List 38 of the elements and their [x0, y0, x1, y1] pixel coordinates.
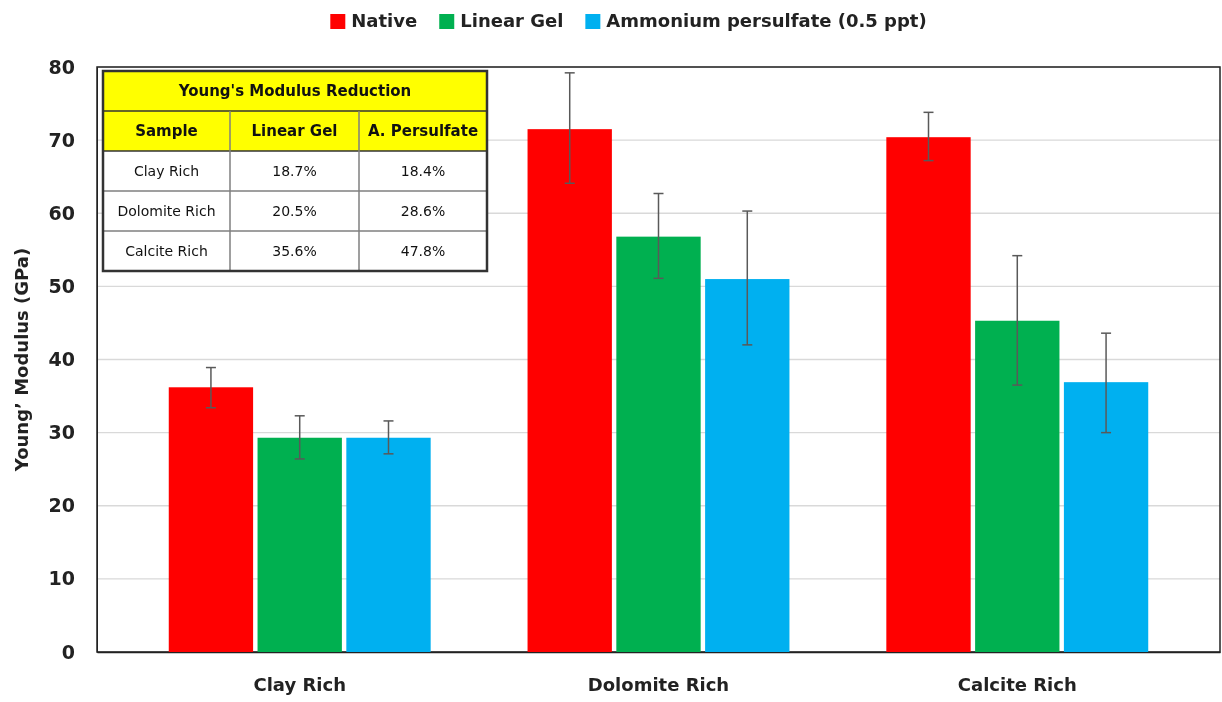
y-tick-label: 70 — [48, 128, 75, 151]
bar — [168, 387, 254, 652]
bar — [257, 437, 342, 652]
category-label: Calcite Rich — [125, 243, 208, 259]
y-tick-label: 30 — [48, 421, 75, 444]
data-label: 28.6% — [400, 203, 446, 219]
bar — [616, 236, 701, 652]
data-label: 35.6% — [272, 243, 317, 259]
y-tick-label: 80 — [48, 55, 75, 78]
y-tick-label: 40 — [48, 348, 75, 371]
y-tick-label: 20 — [48, 494, 75, 517]
bar — [1063, 382, 1149, 652]
data-label: 18.7% — [272, 163, 317, 179]
bar — [975, 320, 1060, 652]
bar — [527, 129, 612, 652]
series-label: Linear Gel — [251, 122, 338, 140]
category-label: Dolomite Rich — [117, 203, 216, 219]
text: Young's Modulus Reduction — [177, 82, 412, 100]
y-tick-label: 60 — [48, 201, 75, 224]
x-tick-label: Calcite Rich — [957, 673, 1077, 695]
y-tick-label: 50 — [48, 274, 75, 297]
legend-label: Ammonium persulfate (0.5 ppt) — [606, 10, 927, 31]
legend-label: Linear Gel — [460, 10, 564, 31]
text: A. Persulfate — [367, 122, 479, 140]
legend-label: Native — [351, 10, 418, 31]
category-label: Clay Rich — [133, 163, 200, 179]
x-tick-label: Dolomite Rich — [587, 673, 730, 695]
y-axis-title: Young’ Modulus (GPa) — [11, 247, 32, 473]
bar — [886, 137, 971, 652]
y-tick-label: 0 — [61, 640, 75, 663]
data-label: 20.5% — [272, 203, 317, 219]
bar — [705, 279, 790, 652]
text: Sample — [135, 122, 198, 140]
data-label: 47.8% — [400, 243, 446, 259]
y-tick-label: 10 — [48, 567, 75, 590]
bar — [346, 437, 431, 652]
data-label: 18.4% — [400, 163, 446, 179]
x-tick-label: Clay Rich — [253, 673, 346, 695]
